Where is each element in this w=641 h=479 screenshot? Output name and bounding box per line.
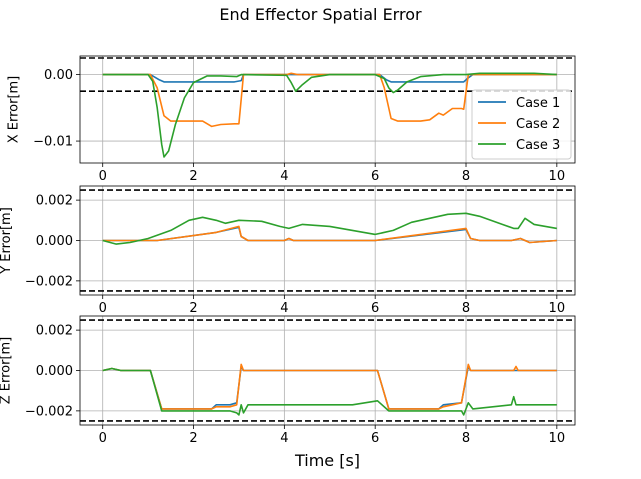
y-error-series-case-3 <box>102 212 557 245</box>
y-error-xtick-label: 10 <box>549 301 566 316</box>
x-error-ytick-label: −0.01 <box>33 135 73 150</box>
z-error-xtick-label: 4 <box>280 431 288 446</box>
x-error-series-case-2 <box>102 72 557 128</box>
z-error-series-case-1 <box>102 365 557 410</box>
x-error-series-case-1 <box>102 73 557 83</box>
x-error-xtick-label: 10 <box>549 169 566 184</box>
y-error-axis-label: Y Error[m] <box>0 207 14 274</box>
z-error-xtick-label: 8 <box>462 431 470 446</box>
z-error-xtick-label: 0 <box>99 431 107 446</box>
x-error-xtick-label: 2 <box>189 169 197 184</box>
z-error-series-case-3 <box>102 367 557 416</box>
y-error-ytick-label: 0.002 <box>36 194 73 209</box>
y-error-ytick-label: 0.000 <box>36 234 73 249</box>
legend-box <box>471 89 572 160</box>
z-error-plot-area <box>80 319 575 422</box>
z-error-subplot: 0 2 4 6 8 10 0.002 0.000 −0.002 <box>25 315 576 446</box>
x-error-xtick-label: 0 <box>99 169 107 184</box>
x-error-series-case-3 <box>102 72 557 158</box>
time-axis-label: Time [s] <box>294 451 361 470</box>
z-error-series-case-2 <box>102 363 557 410</box>
y-error-subplot: 0 2 4 6 8 10 0.002 0.000 −0.002 <box>25 185 576 316</box>
y-error-plot-area <box>80 189 575 292</box>
y-error-series-case-2 <box>102 225 557 244</box>
x-error-subplot: 0 2 4 6 8 10 0.00 −0.01 <box>33 55 576 184</box>
legend-label-case-2: Case 2 <box>516 117 560 132</box>
z-error-ytick-label: 0.000 <box>36 364 73 379</box>
y-error-xtick-label: 2 <box>189 301 197 316</box>
legend-label-case-1: Case 1 <box>516 96 560 111</box>
x-error-ytick-label: 0.00 <box>44 68 73 83</box>
y-error-xtick-label: 6 <box>371 301 379 316</box>
x-error-axis-label: X Error[m] <box>6 75 22 144</box>
y-error-xtick-label: 4 <box>280 301 288 316</box>
x-error-plot-area <box>80 57 575 158</box>
legend: Case 1 Case 2 Case 3 <box>471 89 572 160</box>
x-error-xtick-label: 4 <box>280 169 288 184</box>
x-error-xtick-label: 6 <box>371 169 379 184</box>
y-error-xtick-label: 8 <box>462 301 470 316</box>
legend-label-case-3: Case 3 <box>516 138 560 153</box>
y-error-xtick-label: 0 <box>99 301 107 316</box>
z-error-xtick-label: 2 <box>189 431 197 446</box>
z-error-ytick-label: 0.002 <box>36 324 73 339</box>
x-error-axes-frame <box>79 55 576 164</box>
x-error-xtick-label: 8 <box>462 169 470 184</box>
figure-title: End Effector Spatial Error <box>219 5 422 24</box>
z-error-axis-label: Z Error[m] <box>0 336 14 405</box>
z-error-xtick-label: 10 <box>549 431 566 446</box>
z-error-xtick-label: 6 <box>371 431 379 446</box>
y-error-ytick-label: −0.002 <box>25 274 73 289</box>
z-error-ytick-label: −0.002 <box>25 404 73 419</box>
